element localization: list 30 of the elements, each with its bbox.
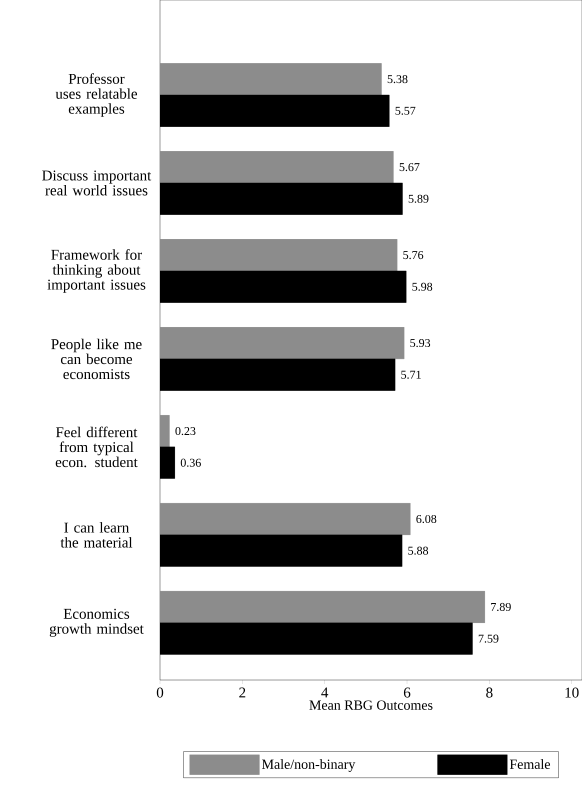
legend-label: Female [510, 759, 550, 769]
x-tick-label: 0 [156, 688, 164, 698]
y-tick-label: Professor uses relatable examples [56, 73, 138, 117]
data-label: 5.93 [410, 339, 430, 348]
x-tick-label: 6 [404, 688, 410, 698]
data-label: 7.59 [478, 634, 498, 643]
data-label: 6.08 [416, 514, 436, 524]
y-tick-label: Discuss important real world issues [42, 170, 152, 196]
data-label: 5.57 [396, 106, 416, 115]
y-tick-label: Framework for thinking about important issues [47, 249, 146, 293]
data-label: 5.67 [400, 163, 420, 172]
x-tick-label: 4 [321, 688, 328, 698]
data-label: 5.98 [412, 282, 432, 291]
legend-label: Male/non-binary [262, 759, 356, 772]
x-tick-label: 8 [486, 688, 493, 698]
data-label: 5.89 [408, 194, 428, 203]
data-label: 7.89 [491, 602, 511, 612]
x-tick-label: 2 [239, 688, 246, 698]
x-axis-title: Mean RBG Outcomes [309, 700, 432, 710]
data-label: 5.38 [388, 75, 408, 84]
x-tick-label: 10 [566, 688, 579, 698]
data-label: 0.36 [180, 458, 201, 467]
data-label: 0.23 [175, 426, 196, 436]
data-label: 5.88 [408, 546, 428, 555]
data-label: 5.71 [401, 370, 421, 379]
y-tick-label: I can learn the material [60, 522, 132, 548]
y-tick-label: People like me can become economists [51, 338, 142, 380]
y-tick-label: Economics growth mindset [50, 608, 144, 637]
y-tick-label: Feel different from typical econ. student [56, 426, 138, 468]
data-label: 5.76 [403, 251, 424, 260]
